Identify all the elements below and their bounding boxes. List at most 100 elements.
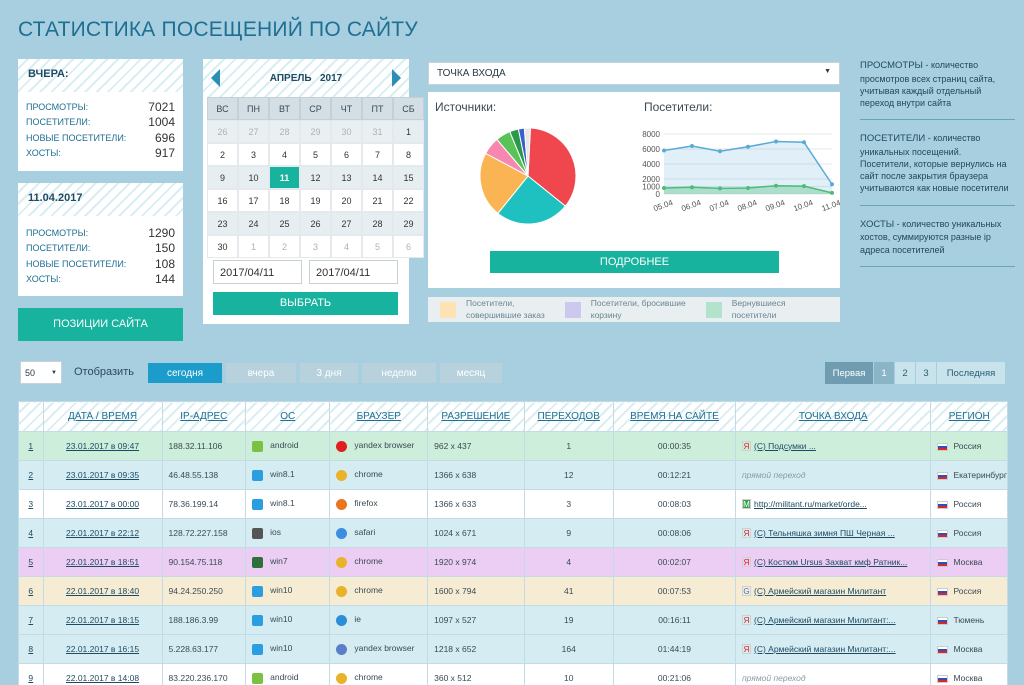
- calendar-day[interactable]: 4: [269, 143, 300, 166]
- date-cell[interactable]: 23.01.2017 в 09:35: [42, 460, 163, 490]
- calendar-day[interactable]: 1: [393, 120, 424, 143]
- entry-cell[interactable]: Я (С) Тельняшка зимня ПШ Черная ...: [734, 518, 932, 548]
- calendar-day[interactable]: 8: [393, 143, 424, 166]
- choose-button[interactable]: ВЫБРАТЬ: [213, 292, 398, 315]
- table-row[interactable]: 6 22.01.2017 в 18:40 94.24.250.250 win10 chr…: [18, 576, 1008, 606]
- calendar-day[interactable]: 28: [362, 212, 393, 235]
- table-row[interactable]: 1 23.01.2017 в 09:47 188.32.11.106 android y…: [18, 431, 1008, 461]
- calendar-day[interactable]: 9: [207, 166, 238, 189]
- entry-cell[interactable]: Я (С) Армейский магазин Милитант:...: [734, 634, 932, 664]
- calendar-day[interactable]: 22: [393, 189, 424, 212]
- filter-button-2[interactable]: 3 дня: [300, 363, 358, 383]
- row-number[interactable]: 8: [18, 634, 44, 664]
- row-number[interactable]: 3: [18, 489, 44, 519]
- row-number[interactable]: 1: [18, 431, 44, 461]
- date-link[interactable]: 22.01.2017 в 14:08: [66, 673, 140, 683]
- table-row[interactable]: 3 23.01.2017 в 00:00 78.36.199.14 win8.1 fir…: [18, 489, 1008, 519]
- calendar-day[interactable]: 2: [207, 143, 238, 166]
- date-cell[interactable]: 22.01.2017 в 18:40: [42, 576, 163, 606]
- calendar-day[interactable]: 21: [362, 189, 393, 212]
- calendar-day[interactable]: 26: [207, 120, 238, 143]
- calendar-day[interactable]: 23: [207, 212, 238, 235]
- calendar-day[interactable]: 17: [238, 189, 269, 212]
- row-number-link[interactable]: 5: [28, 557, 34, 567]
- calendar-day[interactable]: 31: [362, 120, 393, 143]
- calendar-day[interactable]: 14: [362, 166, 393, 189]
- prev-month-arrow[interactable]: [211, 69, 220, 87]
- calendar-day[interactable]: 10: [238, 166, 269, 189]
- calendar-day[interactable]: 27: [331, 212, 362, 235]
- row-number[interactable]: 5: [18, 547, 44, 577]
- pager-item[interactable]: 2: [895, 362, 915, 384]
- calendar-day[interactable]: 12: [300, 166, 331, 189]
- row-number[interactable]: 9: [18, 663, 44, 685]
- date-link[interactable]: 22.01.2017 в 18:40: [66, 586, 140, 596]
- filter-button-3[interactable]: неделю: [362, 363, 436, 383]
- date-link[interactable]: 22.01.2017 в 18:51: [66, 557, 140, 567]
- entry-link[interactable]: (С) Армейский магазин Милитант:...: [753, 614, 896, 625]
- table-row[interactable]: 4 22.01.2017 в 22:12 128.72.227.158 ios safa…: [18, 518, 1008, 548]
- pager-item[interactable]: Первая: [825, 362, 873, 384]
- entry-cell[interactable]: Я (С) Армейский магазин Милитант:...: [734, 605, 932, 635]
- date-link[interactable]: 23.01.2017 в 09:35: [66, 470, 140, 480]
- date-cell[interactable]: 22.01.2017 в 22:12: [42, 518, 163, 548]
- pager-item[interactable]: 3: [916, 362, 936, 384]
- calendar-day[interactable]: 28: [269, 120, 300, 143]
- table-row[interactable]: 7 22.01.2017 в 18:15 188.186.3.99 win10 ie 10…: [18, 605, 1008, 635]
- table-row[interactable]: 9 22.01.2017 в 14:08 83.220.236.170 android…: [18, 663, 1008, 685]
- row-number[interactable]: 2: [18, 460, 44, 490]
- calendar-day[interactable]: 18: [269, 189, 300, 212]
- row-number[interactable]: 6: [18, 576, 44, 606]
- column-header[interactable]: РАЗРЕШЕНИЕ: [427, 401, 525, 432]
- row-number[interactable]: 7: [18, 605, 44, 635]
- calendar-day[interactable]: 5: [300, 143, 331, 166]
- date-link[interactable]: 22.01.2017 в 22:12: [66, 528, 140, 538]
- row-number-link[interactable]: 6: [28, 586, 34, 596]
- calendar-day[interactable]: 6: [393, 235, 424, 258]
- calendar-day[interactable]: 24: [238, 212, 269, 235]
- date-cell[interactable]: 22.01.2017 в 18:15: [42, 605, 163, 635]
- per-page-select[interactable]: 50 ▼: [20, 361, 62, 384]
- calendar-day[interactable]: 26: [300, 212, 331, 235]
- date-to-input[interactable]: 2017/04/11: [309, 260, 398, 284]
- entry-link[interactable]: (С) Костюм Ursus Захват кмф Ратник...: [753, 556, 908, 567]
- row-number-link[interactable]: 7: [28, 615, 34, 625]
- table-row[interactable]: 5 22.01.2017 в 18:51 90.154.75.118 win7 chro…: [18, 547, 1008, 577]
- row-number-link[interactable]: 3: [28, 499, 34, 509]
- entry-cell[interactable]: Я (С) Костюм Ursus Захват кмф Ратник...: [734, 547, 932, 577]
- calendar-day[interactable]: 2: [269, 235, 300, 258]
- pager-item[interactable]: Последняя: [937, 362, 1005, 384]
- calendar-day[interactable]: 15: [393, 166, 424, 189]
- calendar-day[interactable]: 29: [393, 212, 424, 235]
- calendar-day[interactable]: 29: [300, 120, 331, 143]
- entry-link[interactable]: (С) Армейский магазин Милитант:...: [753, 643, 896, 654]
- calendar-day[interactable]: 27: [238, 120, 269, 143]
- calendar-day[interactable]: 5: [362, 235, 393, 258]
- calendar-day[interactable]: 4: [331, 235, 362, 258]
- filter-button-0[interactable]: сегодня: [148, 363, 222, 383]
- entry-point-select[interactable]: ТОЧКА ВХОДА ▼: [428, 62, 840, 85]
- calendar-day[interactable]: 25: [269, 212, 300, 235]
- next-month-arrow[interactable]: [391, 69, 401, 87]
- column-header[interactable]: ДАТА / ВРЕМЯ: [42, 401, 163, 432]
- row-number-link[interactable]: 8: [28, 644, 34, 654]
- entry-link[interactable]: http://militant.ru/market/orde...: [753, 498, 867, 509]
- date-cell[interactable]: 22.01.2017 в 16:15: [42, 634, 163, 664]
- date-link[interactable]: 23.01.2017 в 09:47: [66, 441, 140, 451]
- calendar-day[interactable]: 6: [331, 143, 362, 166]
- filter-button-4[interactable]: месяц: [440, 363, 502, 383]
- filter-button-1[interactable]: вчера: [226, 363, 296, 383]
- site-positions-button[interactable]: ПОЗИЦИИ САЙТА: [18, 308, 183, 341]
- calendar-day[interactable]: 13: [331, 166, 362, 189]
- entry-link[interactable]: (С) Подсумки ...: [753, 440, 816, 451]
- calendar-day[interactable]: 1: [238, 235, 269, 258]
- column-header[interactable]: БРАУЗЕР: [329, 401, 429, 432]
- date-cell[interactable]: 22.01.2017 в 18:51: [42, 547, 163, 577]
- date-cell[interactable]: 22.01.2017 в 14:08: [42, 663, 163, 685]
- date-from-input[interactable]: 2017/04/11: [213, 260, 302, 284]
- calendar-day[interactable]: 3: [300, 235, 331, 258]
- calendar-day[interactable]: 19: [300, 189, 331, 212]
- row-number-link[interactable]: 4: [28, 528, 34, 538]
- column-header[interactable]: IP-АДРЕС: [161, 401, 247, 432]
